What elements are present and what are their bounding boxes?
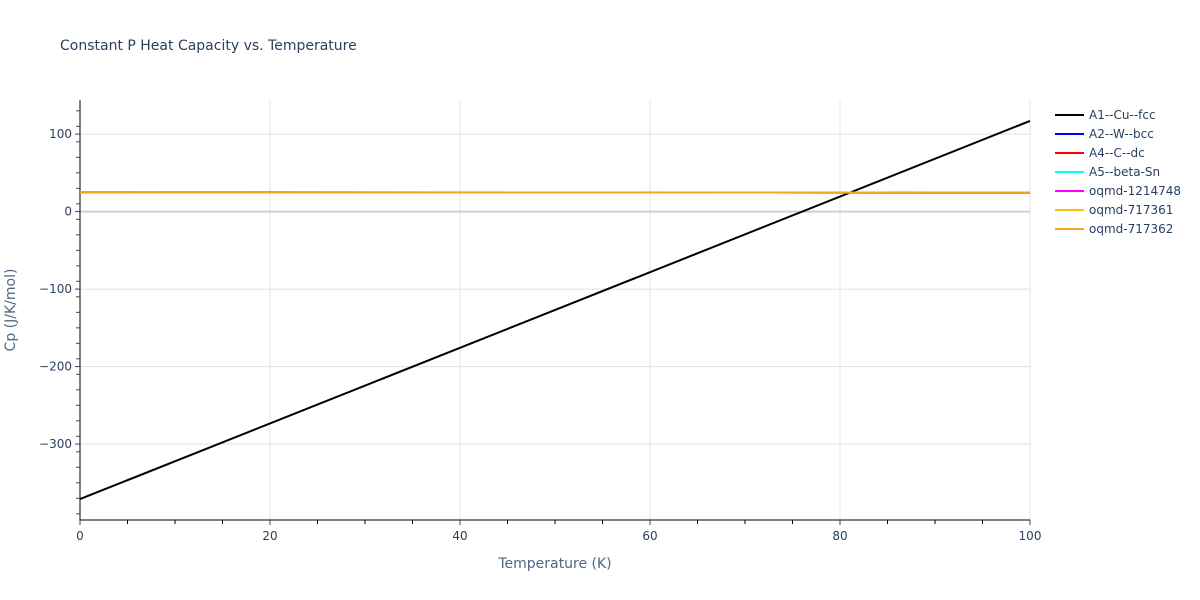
legend-item[interactable]: oqmd-717361 — [1055, 203, 1173, 217]
series-line — [79, 119, 1031, 501]
legend-label: A5--beta-Sn — [1089, 165, 1160, 179]
x-tick-label: 80 — [832, 529, 847, 543]
legend-label: oqmd-1214748 — [1089, 184, 1181, 198]
chart-title: Constant P Heat Capacity vs. Temperature — [60, 38, 357, 54]
legend-item[interactable]: A2--W--bcc — [1055, 127, 1154, 141]
x-axis-title: Temperature (K) — [497, 556, 611, 572]
x-tick-label: 0 — [76, 529, 84, 543]
y-tick-label: −300 — [39, 437, 72, 451]
plot-area — [79, 119, 1031, 501]
x-tick-label: 60 — [642, 529, 657, 543]
x-tick-label: 20 — [262, 529, 277, 543]
legend-item[interactable]: oqmd-1214748 — [1055, 184, 1181, 198]
y-axis-ticks: −300 −200 −100 0 100 — [39, 110, 80, 515]
legend-item[interactable]: A5--beta-Sn — [1055, 165, 1160, 179]
legend-item[interactable]: A4--C--dc — [1055, 146, 1145, 160]
x-tick-label: 40 — [452, 529, 467, 543]
x-tick-label: 100 — [1019, 529, 1042, 543]
legend: A1--Cu--fcc A2--W--bcc A4--C--dc A5--beta-S… — [1055, 108, 1181, 236]
y-tick-label: 100 — [49, 127, 72, 141]
y-tick-label: −100 — [39, 282, 72, 296]
legend-label: A4--C--dc — [1089, 146, 1145, 160]
y-tick-label: −200 — [39, 360, 72, 374]
grid-lines — [80, 100, 1031, 520]
legend-label: oqmd-717361 — [1089, 203, 1173, 217]
legend-item[interactable]: A1--Cu--fcc — [1055, 108, 1156, 122]
legend-label: A1--Cu--fcc — [1089, 108, 1156, 122]
y-tick-label: 0 — [64, 205, 72, 219]
legend-label: A2--W--bcc — [1089, 127, 1154, 141]
x-axis-ticks: 0 20 40 60 80 100 — [76, 520, 1041, 543]
legend-label: oqmd-717362 — [1089, 222, 1173, 236]
legend-item[interactable]: oqmd-717362 — [1055, 222, 1173, 236]
y-axis-title: Cp (J/K/mol) — [3, 269, 19, 352]
